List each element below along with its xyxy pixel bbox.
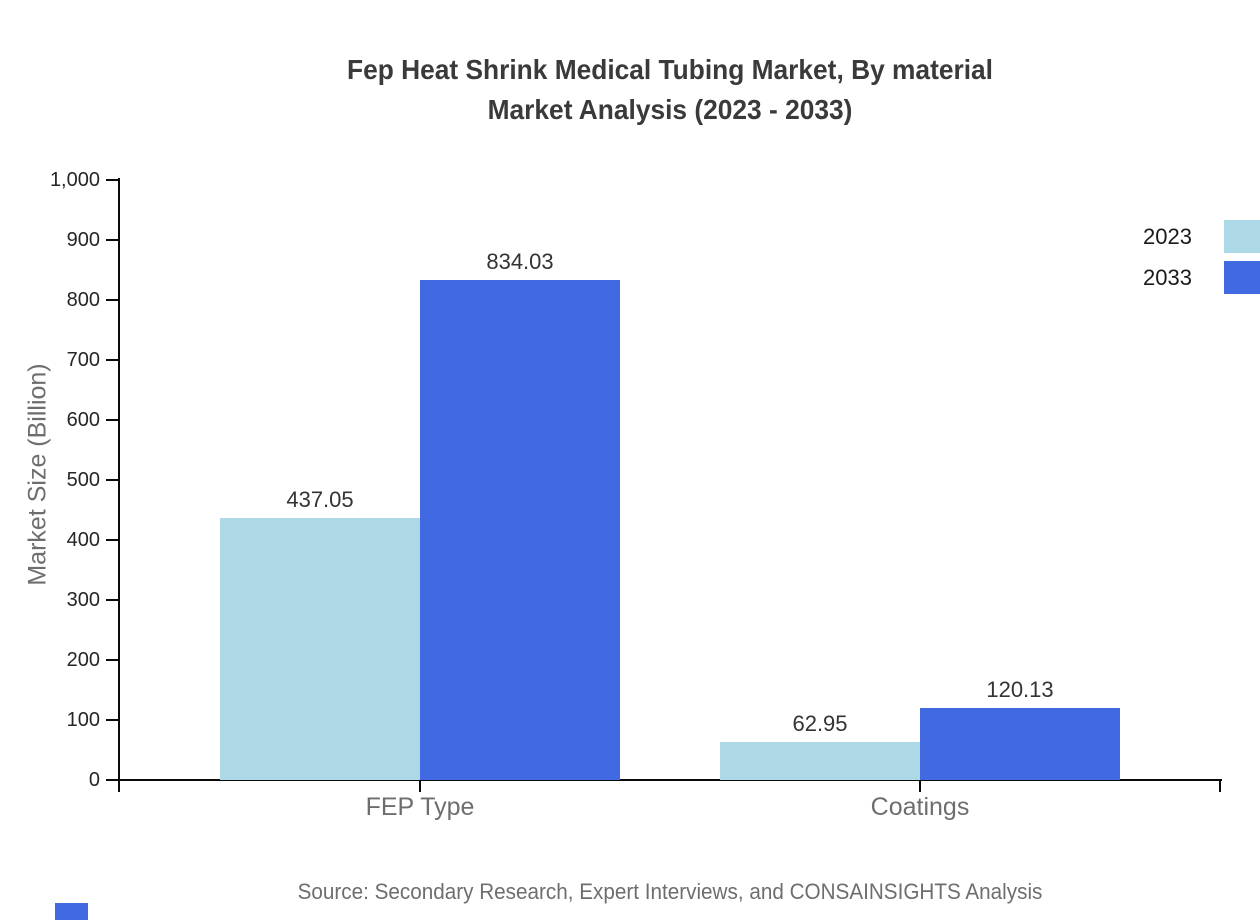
y-tick-label: 100 — [66, 709, 100, 731]
legend-item-2023: 2023 — [1143, 220, 1260, 253]
y-tick-mark — [106, 659, 118, 661]
bar-value-label: 834.03 — [486, 248, 554, 274]
legend-label-2023: 2023 — [1143, 223, 1192, 249]
legend-label-2033: 2033 — [1143, 264, 1192, 290]
x-axis-end-tick — [1219, 779, 1221, 792]
bar-value-label: 62.95 — [792, 711, 848, 737]
y-tick-label: 600 — [66, 409, 100, 431]
chart-title-line1: Fep Heat Shrink Medical Tubing Market, B… — [347, 54, 993, 85]
category-label-coatings: Coatings — [870, 793, 970, 821]
y-tick-mark — [106, 359, 118, 361]
legend-item-2033: 2033 — [1143, 261, 1260, 294]
y-tick-mark — [106, 299, 118, 301]
source-attribution: Source: Secondary Research, Expert Inter… — [297, 879, 1043, 904]
y-tick-label: 500 — [66, 469, 100, 491]
bar-2023-coatings — [720, 742, 920, 780]
bar-2033-fep-type — [420, 279, 620, 780]
y-tick-mark — [106, 779, 118, 781]
y-tick-label: 400 — [66, 529, 100, 551]
bar-value-label: 120.13 — [986, 676, 1054, 702]
y-tick-label: 1,000 — [49, 169, 100, 191]
brand-watermark — [55, 903, 88, 920]
y-tick-mark — [106, 599, 118, 601]
legend-swatch-2033-icon — [1224, 261, 1260, 294]
bar-value-label: 437.05 — [286, 486, 354, 512]
y-axis-line — [118, 178, 120, 792]
legend-swatch-2023-icon — [1224, 220, 1260, 253]
category-label-fep-type: FEP Type — [365, 793, 475, 821]
y-tick-mark — [106, 419, 118, 421]
chart-title: Fep Heat Shrink Medical Tubing Market, B… — [115, 50, 1224, 130]
y-tick-mark — [106, 719, 118, 721]
chart-title-line2: Market Analysis (2023 - 2033) — [487, 94, 853, 125]
y-tick-label: 700 — [66, 349, 100, 371]
legend: 2023 2033 — [1143, 220, 1260, 294]
y-tick-label: 200 — [66, 649, 100, 671]
bar-2023-fep-type — [220, 517, 420, 780]
y-tick-label: 0 — [88, 769, 100, 791]
y-tick-label: 300 — [66, 589, 100, 611]
y-tick-label: 800 — [66, 289, 100, 311]
x-tick-mark — [419, 781, 421, 792]
x-axis-line — [118, 779, 1222, 781]
y-tick-mark — [106, 179, 118, 181]
y-tick-mark — [106, 479, 118, 481]
y-tick-mark — [106, 539, 118, 541]
bar-2033-coatings — [920, 707, 1120, 780]
x-tick-mark — [919, 781, 921, 792]
y-tick-mark — [106, 239, 118, 241]
y-tick-label: 900 — [66, 229, 100, 251]
